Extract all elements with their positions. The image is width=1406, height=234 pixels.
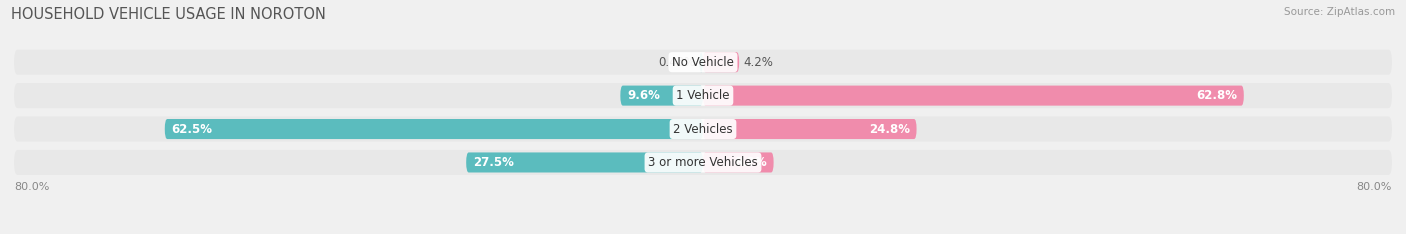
FancyBboxPatch shape — [703, 119, 917, 139]
FancyBboxPatch shape — [14, 150, 1392, 175]
Text: HOUSEHOLD VEHICLE USAGE IN NOROTON: HOUSEHOLD VEHICLE USAGE IN NOROTON — [11, 7, 326, 22]
Text: 9.6%: 9.6% — [627, 89, 659, 102]
Text: 62.5%: 62.5% — [172, 123, 212, 135]
FancyBboxPatch shape — [467, 152, 703, 172]
FancyBboxPatch shape — [165, 119, 703, 139]
Text: 80.0%: 80.0% — [14, 182, 49, 192]
Text: Source: ZipAtlas.com: Source: ZipAtlas.com — [1284, 7, 1395, 17]
FancyBboxPatch shape — [703, 152, 773, 172]
Text: No Vehicle: No Vehicle — [672, 56, 734, 69]
FancyBboxPatch shape — [703, 52, 740, 72]
FancyBboxPatch shape — [620, 86, 703, 106]
FancyBboxPatch shape — [14, 50, 1392, 75]
Text: 1 Vehicle: 1 Vehicle — [676, 89, 730, 102]
Text: 8.2%: 8.2% — [734, 156, 766, 169]
Text: 62.8%: 62.8% — [1197, 89, 1237, 102]
Text: 3 or more Vehicles: 3 or more Vehicles — [648, 156, 758, 169]
Text: 27.5%: 27.5% — [472, 156, 515, 169]
FancyBboxPatch shape — [703, 86, 1244, 106]
Text: 80.0%: 80.0% — [1357, 182, 1392, 192]
Text: 4.2%: 4.2% — [744, 56, 773, 69]
FancyBboxPatch shape — [699, 52, 703, 72]
FancyBboxPatch shape — [14, 117, 1392, 142]
Text: 2 Vehicles: 2 Vehicles — [673, 123, 733, 135]
FancyBboxPatch shape — [14, 83, 1392, 108]
Text: 0.43%: 0.43% — [658, 56, 695, 69]
Text: 24.8%: 24.8% — [869, 123, 910, 135]
